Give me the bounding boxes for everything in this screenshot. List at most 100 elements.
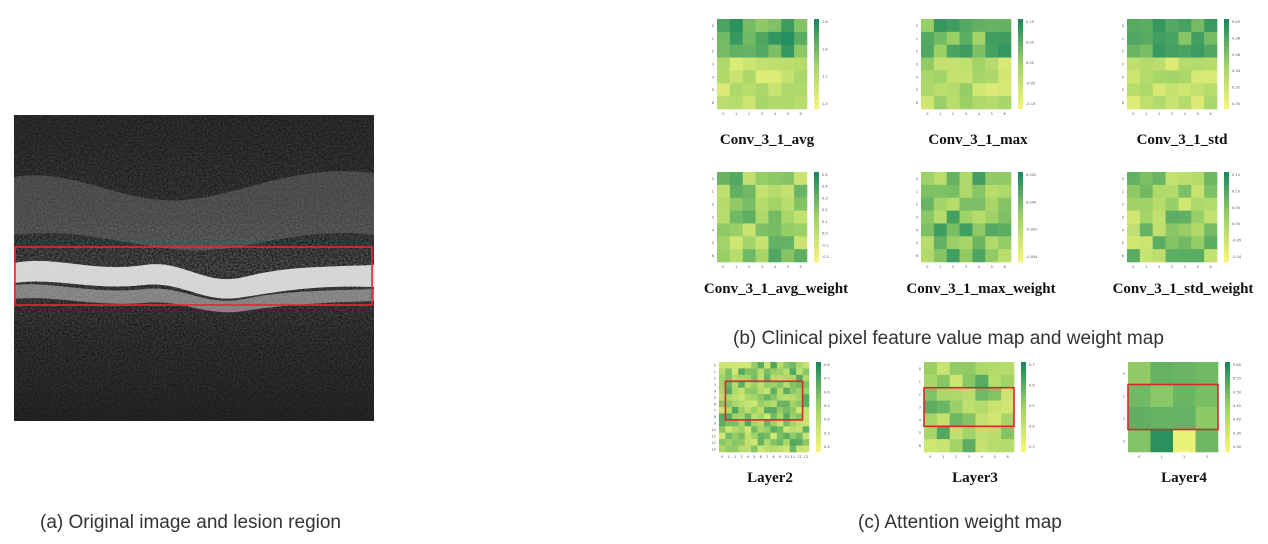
oct-image <box>14 115 374 421</box>
x-tick-label: 6 <box>760 455 762 459</box>
heatmap-cell <box>757 445 765 453</box>
heatmap-cell <box>783 432 791 440</box>
colorbar-segment <box>1225 411 1230 417</box>
colorbar-segment <box>1018 64 1023 69</box>
x-tick-label: 2 <box>748 265 750 269</box>
y-tick-label: 1 <box>919 380 921 384</box>
heatmap-cell <box>738 432 746 440</box>
heatmap-cell <box>1139 210 1154 224</box>
colorbar-segment <box>816 411 821 417</box>
colorbar-tick-label: 0.3 <box>824 431 830 435</box>
heatmap-cell <box>1128 407 1151 430</box>
heatmap-cell <box>1165 184 1179 199</box>
x-tick-label: 5 <box>1197 265 1199 269</box>
colorbar-segment <box>814 41 819 47</box>
heatmap-cell <box>921 236 935 250</box>
heatmap-cell <box>1127 223 1141 237</box>
colorbar-tick-label: 1.6 <box>822 20 828 24</box>
y-tick-label: 1 <box>712 37 714 41</box>
heatmap-cell <box>1204 223 1218 237</box>
heatmap-cell <box>717 184 731 199</box>
heatmap-cell <box>729 172 744 186</box>
heatmap-cell <box>738 381 746 389</box>
x-tick-label: 2 <box>734 455 736 459</box>
heatmap-cell <box>751 387 758 395</box>
x-tick-label: 2 <box>1183 455 1185 459</box>
colorbar-segment <box>1018 226 1023 231</box>
colorbar-segment <box>816 366 821 372</box>
heatmap-cell <box>794 96 808 110</box>
caption-a: (a) Original image and lesion region <box>40 512 341 533</box>
y-tick-label: 2 <box>712 50 714 54</box>
y-tick-label: 4 <box>1122 228 1125 232</box>
heatmap-cell <box>1165 44 1179 58</box>
colorbar-segment <box>1018 176 1023 182</box>
heatmap-cell <box>744 368 752 376</box>
colorbar-segment <box>1224 46 1229 51</box>
colorbar-segment <box>1224 19 1229 24</box>
y-tick-label: 0 <box>1123 372 1125 376</box>
heatmap-cell <box>764 432 771 440</box>
heatmap-cell <box>768 236 782 250</box>
heatmap-cell <box>770 426 778 434</box>
heatmap-cell <box>1195 362 1219 385</box>
colorbar-segment <box>1018 100 1023 105</box>
y-tick-label: 1 <box>714 370 716 374</box>
heatmap-cell <box>1204 70 1218 84</box>
heatmap-cell <box>1152 96 1166 110</box>
y-tick-label: 2 <box>919 393 921 397</box>
colorbar-segment <box>1224 217 1229 222</box>
heatmap-cell <box>776 413 784 421</box>
heatmap-cell <box>770 374 778 382</box>
heatmap-cell <box>1178 249 1192 263</box>
colorbar-segment <box>1225 398 1230 403</box>
heatmap-cell <box>719 432 726 440</box>
heatmap-cell <box>796 394 803 401</box>
heatmap-cell <box>757 394 765 401</box>
heatmap-cell <box>985 210 999 224</box>
heatmap-cell <box>789 432 797 440</box>
heatmap-cell <box>744 413 752 421</box>
heatmap-cell <box>755 184 769 199</box>
heatmap-cell <box>1191 197 1205 211</box>
heatmap-cell <box>789 407 797 414</box>
heatmap-cell <box>757 426 765 434</box>
heatmap-cell <box>972 19 986 33</box>
y-tick-label: 9 <box>714 422 716 426</box>
colorbar-segment <box>1021 384 1026 390</box>
heatmap-cell <box>744 400 752 408</box>
attention-highlight-box <box>923 386 1015 428</box>
heatmap-cell <box>757 400 765 408</box>
colorbar-segment <box>814 203 819 209</box>
heatmap-cell <box>796 426 803 434</box>
x-tick-label: 13 <box>804 455 808 459</box>
colorbar-segment <box>1224 257 1229 263</box>
colorbar-segment <box>1224 41 1229 47</box>
heatmap-cell <box>789 426 797 434</box>
x-tick-label: 5 <box>753 455 755 459</box>
colorbar-segment <box>1018 19 1023 24</box>
heatmap-cell <box>770 362 778 369</box>
heatmap-cell <box>738 419 746 427</box>
colorbar-segment <box>1225 425 1230 430</box>
heatmap-cell <box>1152 184 1166 199</box>
heatmap-cell <box>946 96 960 110</box>
heatmap-cell <box>783 368 791 376</box>
caption-b: (b) Clinical pixel feature value map and… <box>733 328 1164 349</box>
heatmap-cell <box>1191 236 1205 250</box>
heatmap-cell <box>796 445 803 453</box>
heatmap-cell <box>959 19 973 33</box>
heatmap-cell <box>1165 83 1179 97</box>
x-tick-label: 12 <box>797 455 801 459</box>
colorbar-tick-label: 0.05 <box>1232 206 1240 210</box>
heatmap-cell <box>744 426 752 434</box>
y-tick-label: 5 <box>1122 88 1124 92</box>
x-tick-label: 6 <box>1003 265 1005 269</box>
heatmap-cell <box>936 387 951 401</box>
heatmap-cell <box>936 374 951 389</box>
heatmap-cell <box>962 413 976 427</box>
colorbar-segment <box>1018 253 1023 258</box>
colorbar-segment <box>814 235 819 240</box>
heatmap-cell <box>959 184 973 199</box>
colorbar-tick-label: 0.30 <box>1233 445 1242 449</box>
